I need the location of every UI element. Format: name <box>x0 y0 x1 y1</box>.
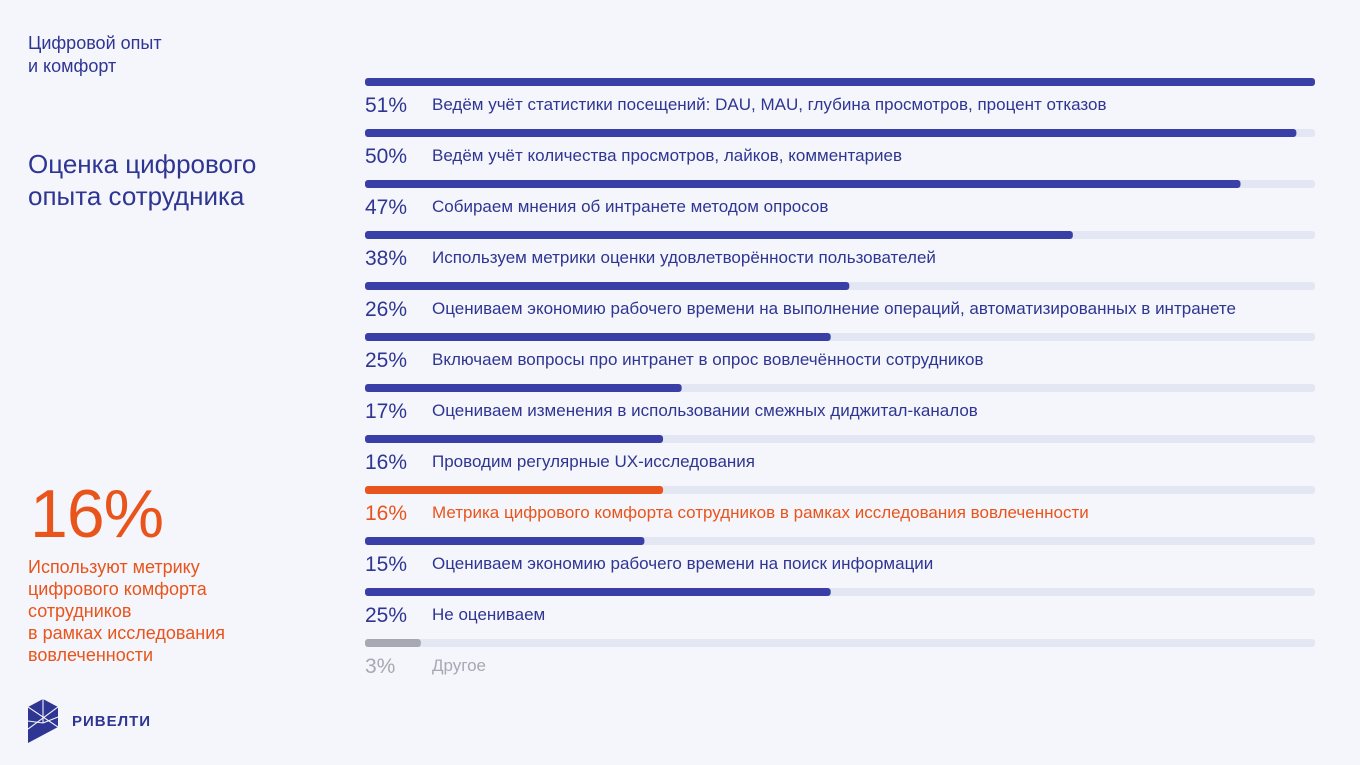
bar-value-label: 25% <box>365 604 407 627</box>
bar <box>365 180 1241 188</box>
bar <box>365 639 421 647</box>
bar <box>365 537 645 545</box>
bar-category-label: Оцениваем экономию рабочего времени на в… <box>432 299 1236 318</box>
bar-row: 38% Используем метрики оценки удовлетворё… <box>365 231 1315 270</box>
bar-value-label: 38% <box>365 247 407 270</box>
highlight-value: 16% <box>30 476 164 552</box>
bar-value-label: 47% <box>365 196 407 219</box>
bar <box>365 384 682 392</box>
bar-row: 47% Собираем мнения об интранете методом … <box>365 180 1315 219</box>
bar-category-label: Оцениваем экономию рабочего времени на п… <box>432 554 933 573</box>
bar-value-label: 51% <box>365 94 407 117</box>
logo: РИВЕЛТИ <box>28 699 151 743</box>
bar-row: 25% Включаем вопросы про интранет в опрос… <box>365 333 1315 372</box>
bar-category-label: Метрика цифрового комфорта сотрудников в… <box>432 503 1089 522</box>
bar-category-label: Другое <box>432 656 486 675</box>
bar-value-label: 25% <box>365 349 407 372</box>
logo-text: РИВЕЛТИ <box>72 712 152 730</box>
bar-value-label: 16% <box>365 451 407 474</box>
bar-category-label: Используем метрики оценки удовлетворённо… <box>432 248 936 267</box>
bar-row: 16% Метрика цифрового комфорта сотруднико… <box>365 486 1315 525</box>
bar <box>365 588 831 596</box>
bar-value-label: 15% <box>365 553 407 576</box>
bar-category-label: Проводим регулярные UX-исследования <box>432 452 755 471</box>
bar-category-label: Ведём учёт статистики посещений: DAU, MA… <box>432 95 1107 114</box>
bar-row: 15% Оцениваем экономию рабочего времени н… <box>365 537 1315 576</box>
page-title: Оценка цифрового опыта сотрудника <box>28 149 257 211</box>
bar-category-label: Включаем вопросы про интранет в опрос во… <box>432 350 984 369</box>
bar-value-label: 17% <box>365 400 407 423</box>
bar <box>365 231 1073 239</box>
bar <box>365 486 664 494</box>
bar-category-label: Оцениваем изменения в использовании смеж… <box>432 401 978 420</box>
section-title: Цифровой опыт и комфорт <box>28 33 162 76</box>
bar-value-label: 16% <box>365 502 407 525</box>
bar <box>365 78 1315 86</box>
bar-category-label: Не оцениваем <box>432 605 545 624</box>
bar-track <box>365 639 1315 647</box>
bar-row: 3% Другое <box>365 639 1315 678</box>
bar-row: 17% Оцениваем изменения в использовании с… <box>365 384 1315 423</box>
bar <box>365 282 850 290</box>
bar <box>365 333 831 341</box>
bar-row: 51% Ведём учёт статистики посещений: DAU,… <box>365 78 1315 117</box>
bar-row: 16% Проводим регулярные UX-исследования <box>365 435 1315 474</box>
bar-row: 50% Ведём учёт количества просмотров, лай… <box>365 129 1315 168</box>
bar <box>365 129 1297 137</box>
bar-row: 25% Не оцениваем <box>365 588 1315 627</box>
bar-row: 26% Оцениваем экономию рабочего времени н… <box>365 282 1315 321</box>
bar-value-label: 50% <box>365 145 407 168</box>
cube-logo-icon <box>28 699 58 743</box>
highlight-text: Используют метрику цифрового комфорта со… <box>28 557 226 665</box>
bar-category-label: Собираем мнения об интранете методом опр… <box>432 197 828 216</box>
bar-category-label: Ведём учёт количества просмотров, лайков… <box>432 146 902 165</box>
bar-value-label: 3% <box>365 655 395 678</box>
bar <box>365 435 664 443</box>
bar-value-label: 26% <box>365 298 407 321</box>
